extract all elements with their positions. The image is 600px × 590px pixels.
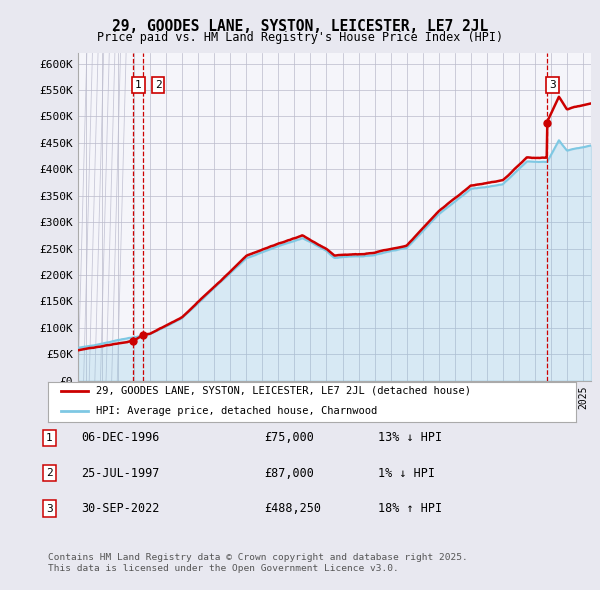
Text: 25-JUL-1997: 25-JUL-1997 xyxy=(81,467,160,480)
Text: Contains HM Land Registry data © Crown copyright and database right 2025.
This d: Contains HM Land Registry data © Crown c… xyxy=(48,553,468,573)
Text: 29, GOODES LANE, SYSTON, LEICESTER, LE7 2JL (detached house): 29, GOODES LANE, SYSTON, LEICESTER, LE7 … xyxy=(95,386,470,396)
Text: 30-SEP-2022: 30-SEP-2022 xyxy=(81,502,160,515)
Text: 29, GOODES LANE, SYSTON, LEICESTER, LE7 2JL: 29, GOODES LANE, SYSTON, LEICESTER, LE7 … xyxy=(112,19,488,34)
Text: 3: 3 xyxy=(46,504,53,513)
Text: £488,250: £488,250 xyxy=(264,502,321,515)
Text: HPI: Average price, detached house, Charnwood: HPI: Average price, detached house, Char… xyxy=(95,406,377,416)
Text: 3: 3 xyxy=(549,80,556,90)
Text: £87,000: £87,000 xyxy=(264,467,314,480)
Text: Price paid vs. HM Land Registry's House Price Index (HPI): Price paid vs. HM Land Registry's House … xyxy=(97,31,503,44)
Text: 13% ↓ HPI: 13% ↓ HPI xyxy=(378,431,442,444)
Text: 1% ↓ HPI: 1% ↓ HPI xyxy=(378,467,435,480)
Text: 1: 1 xyxy=(135,80,142,90)
Text: 2: 2 xyxy=(155,80,161,90)
Text: 2: 2 xyxy=(46,468,53,478)
Text: 1: 1 xyxy=(46,433,53,442)
Text: 06-DEC-1996: 06-DEC-1996 xyxy=(81,431,160,444)
Text: 18% ↑ HPI: 18% ↑ HPI xyxy=(378,502,442,515)
Text: £75,000: £75,000 xyxy=(264,431,314,444)
